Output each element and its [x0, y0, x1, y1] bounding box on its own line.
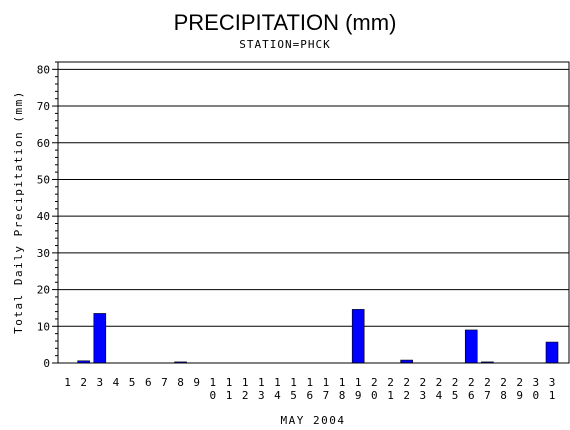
- y-tick-label: 50: [37, 173, 50, 186]
- bar-day-19: [351, 309, 365, 364]
- x-tick-label: 1: [64, 376, 71, 389]
- y-tick-label: 40: [37, 210, 50, 223]
- x-axis-label: MAY 2004: [281, 414, 346, 427]
- y-tick-label: 10: [37, 320, 50, 333]
- x-tick-label: 9: [516, 389, 523, 402]
- y-tick-label: 60: [37, 137, 50, 150]
- x-tick-label: 5: [129, 376, 136, 389]
- x-tick-label: 3: [96, 376, 103, 389]
- x-tick-label: 1: [323, 376, 330, 389]
- x-tick-label: 8: [500, 389, 507, 402]
- x-tick-label: 2: [371, 376, 378, 389]
- y-tick-label: 70: [37, 100, 50, 113]
- y-tick-label: 30: [37, 247, 50, 260]
- y-axis-ticks: 0 10 20 30 40 50 60 70 80: [37, 61, 58, 370]
- y-tick-label: 20: [37, 284, 50, 297]
- y-axis-label: Total Daily Precipitation (mm): [12, 90, 25, 334]
- chart-title: PRECIPITATION (mm): [174, 10, 397, 35]
- bar-day-26: [464, 329, 478, 364]
- x-tick-label: 7: [484, 389, 491, 402]
- x-tick-label: 1: [210, 376, 217, 389]
- x-tick-label: 9: [355, 389, 362, 402]
- x-tick-label: 1: [290, 376, 297, 389]
- x-tick-label: 2: [419, 376, 426, 389]
- x-tick-label: 4: [274, 389, 281, 402]
- x-tick-label: 0: [371, 389, 378, 402]
- x-tick-label: 2: [500, 376, 507, 389]
- x-tick-label: 2: [80, 376, 87, 389]
- y-tick-label: 0: [43, 357, 50, 370]
- x-tick-label: 1: [226, 376, 233, 389]
- x-tick-label: 1: [274, 376, 281, 389]
- bar-day-3: [93, 313, 107, 364]
- x-tick-label: 6: [468, 389, 475, 402]
- x-tick-label: 9: [193, 376, 200, 389]
- x-tick-label: 5: [452, 389, 459, 402]
- x-tick-label: 1: [306, 376, 313, 389]
- x-tick-label: 8: [177, 376, 184, 389]
- x-tick-label: 1: [355, 376, 362, 389]
- x-tick-label: 2: [452, 376, 459, 389]
- x-tick-label: 7: [323, 389, 330, 402]
- grid-lines: [58, 68, 569, 327]
- x-tick-label: 8: [339, 389, 346, 402]
- x-tick-label: 1: [387, 389, 394, 402]
- x-tick-label: 1: [226, 389, 233, 402]
- x-tick-label: 2: [387, 376, 394, 389]
- x-tick-label: 6: [306, 389, 313, 402]
- x-tick-label: 6: [145, 376, 152, 389]
- x-tick-label: 7: [161, 376, 168, 389]
- x-tick-label: 1: [242, 376, 249, 389]
- x-tick-label: 3: [258, 389, 265, 402]
- x-axis-ticks: 1 2 3 4 5 6 7 8 9 1011121314151617181920212223242…: [64, 376, 555, 402]
- x-tick-label: 1: [549, 389, 556, 402]
- x-tick-label: 1: [339, 376, 346, 389]
- x-tick-label: 2: [468, 376, 475, 389]
- x-tick-label: 4: [436, 389, 443, 402]
- x-tick-label: 0: [533, 389, 540, 402]
- x-tick-label: 2: [403, 389, 410, 402]
- x-tick-label: 0: [210, 389, 217, 402]
- bar-day-31: [545, 341, 559, 364]
- plot-frame: [57, 61, 570, 364]
- bars: [77, 309, 559, 364]
- x-tick-label: 1: [258, 376, 265, 389]
- x-tick-label: 3: [419, 389, 426, 402]
- x-tick-label: 2: [242, 389, 249, 402]
- chart-subtitle: STATION=PHCK: [239, 38, 330, 51]
- x-tick-label: 3: [549, 376, 556, 389]
- x-tick-label: 2: [484, 376, 491, 389]
- x-tick-label: 5: [290, 389, 297, 402]
- x-tick-label: 4: [113, 376, 120, 389]
- x-tick-label: 3: [533, 376, 540, 389]
- x-tick-label: 2: [403, 376, 410, 389]
- x-tick-label: 2: [516, 376, 523, 389]
- y-tick-label: 80: [37, 63, 50, 76]
- x-tick-label: 2: [436, 376, 443, 389]
